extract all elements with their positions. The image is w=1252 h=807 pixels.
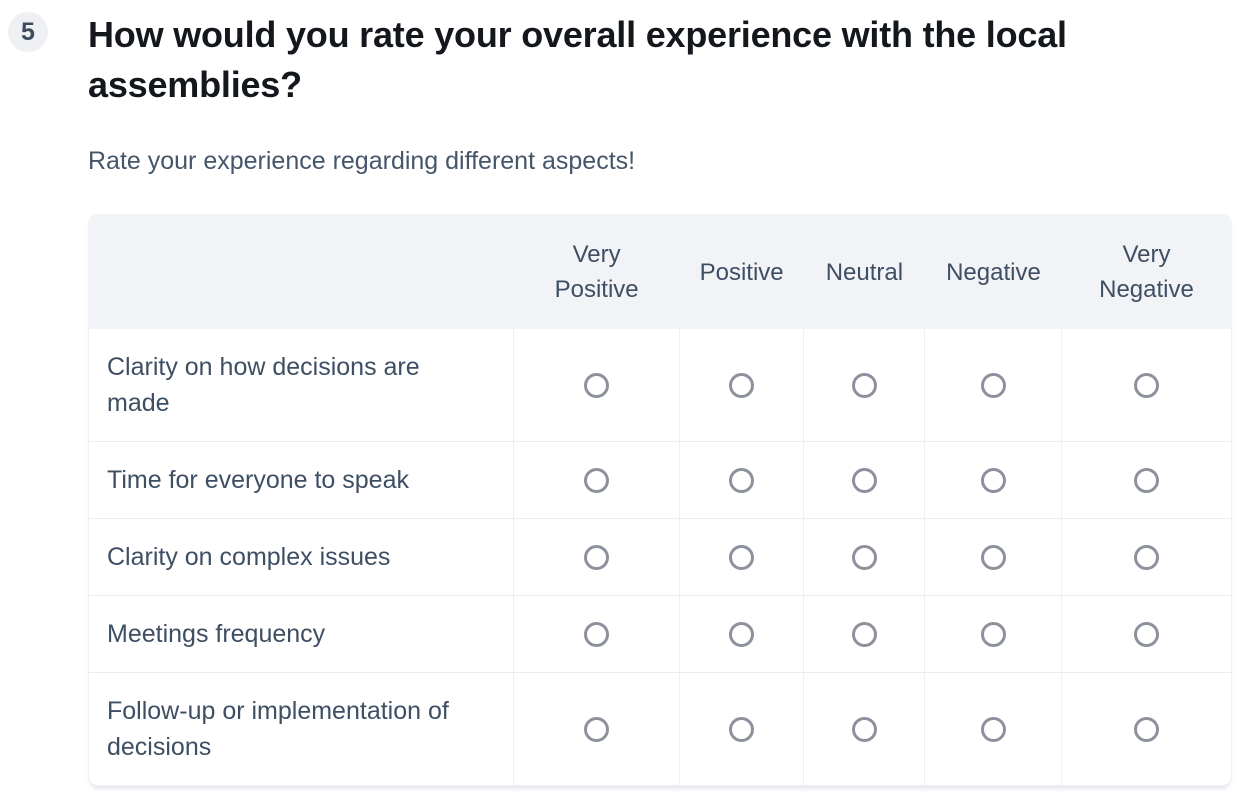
column-header-very-negative: Very Negative [1061,215,1231,329]
column-header-positive: Positive [679,215,804,329]
radio-r1-c1[interactable] [729,467,755,493]
matrix-body: Clarity on how decisions are made Time f… [89,329,1231,785]
question-content: How would you rate your overall experien… [88,10,1232,786]
matrix-cell [1061,441,1231,519]
question-subtitle: Rate your experience regarding different… [88,147,636,175]
radio-r4-c3[interactable] [980,716,1006,742]
radio-r0-c2[interactable] [851,372,877,398]
radio-r0-c3[interactable] [980,372,1006,398]
radio-r1-c0[interactable] [584,467,610,493]
row-label: Clarity on complex issues [89,518,514,596]
matrix-row-decisions-made: Clarity on how decisions are made [89,329,1231,442]
radio-r2-c3[interactable] [980,544,1006,570]
matrix-cell [924,595,1062,673]
radio-r2-c4[interactable] [1134,544,1160,570]
radio-r2-c0[interactable] [584,544,610,570]
column-header-very-positive: Very Positive [513,215,680,329]
matrix-row-complex-issues: Clarity on complex issues [89,518,1231,596]
radio-r0-c4[interactable] [1134,372,1160,398]
radio-r3-c0[interactable] [584,621,610,647]
radio-r3-c4[interactable] [1134,621,1160,647]
question-block: 5 How would you rate your overall experi… [8,10,1232,786]
matrix-cell [513,441,680,519]
question-title: How would you rate your overall experien… [88,14,1067,105]
matrix-cell [1061,518,1231,596]
matrix-cell [513,518,680,596]
matrix-cell [803,441,925,519]
matrix-cell [803,595,925,673]
matrix-row-follow-up: Follow-up or implementation of decisions [89,672,1231,785]
matrix-cell [678,329,804,442]
radio-r3-c1[interactable] [729,621,755,647]
radio-r2-c2[interactable] [851,544,877,570]
matrix-cell [803,672,925,785]
column-header-neutral: Neutral [803,215,925,329]
matrix-cell [678,518,804,596]
matrix-cell [1061,595,1231,673]
matrix-cell [1061,329,1231,442]
matrix-table-container: Very Positive Positive Neutral Negative … [88,214,1232,786]
matrix-cell [924,329,1062,442]
radio-r4-c2[interactable] [851,716,877,742]
matrix-cell [678,672,804,785]
radio-r4-c1[interactable] [729,716,755,742]
row-label: Clarity on how decisions are made [89,329,514,442]
radio-r3-c2[interactable] [851,621,877,647]
question-number: 5 [21,17,35,46]
matrix-cell [513,672,680,785]
radio-r2-c1[interactable] [729,544,755,570]
radio-r3-c3[interactable] [980,621,1006,647]
matrix-header-row: Very Positive Positive Neutral Negative … [89,215,1231,329]
matrix-cell [924,441,1062,519]
row-label: Follow-up or implementation of decisions [89,672,514,785]
matrix-cell [803,518,925,596]
matrix-cell [1061,672,1231,785]
radio-r0-c1[interactable] [729,372,755,398]
radio-r4-c4[interactable] [1134,716,1160,742]
matrix-cell [513,595,680,673]
radio-r4-c0[interactable] [584,716,610,742]
question-number-badge: 5 [8,12,48,52]
matrix-corner-cell [89,215,514,329]
row-label: Time for everyone to speak [89,441,514,519]
radio-r1-c2[interactable] [851,467,877,493]
matrix-table: Very Positive Positive Neutral Negative … [89,215,1231,785]
matrix-row-meetings-frequency: Meetings frequency [89,595,1231,673]
matrix-cell [678,441,804,519]
matrix-cell [678,595,804,673]
column-header-negative: Negative [924,215,1062,329]
matrix-cell [924,672,1062,785]
matrix-header: Very Positive Positive Neutral Negative … [89,215,1231,329]
matrix-cell [803,329,925,442]
radio-r1-c4[interactable] [1134,467,1160,493]
matrix-row-time-to-speak: Time for everyone to speak [89,441,1231,519]
row-label: Meetings frequency [89,595,514,673]
matrix-cell [513,329,680,442]
radio-r1-c3[interactable] [980,467,1006,493]
radio-r0-c0[interactable] [584,372,610,398]
matrix-cell [924,518,1062,596]
